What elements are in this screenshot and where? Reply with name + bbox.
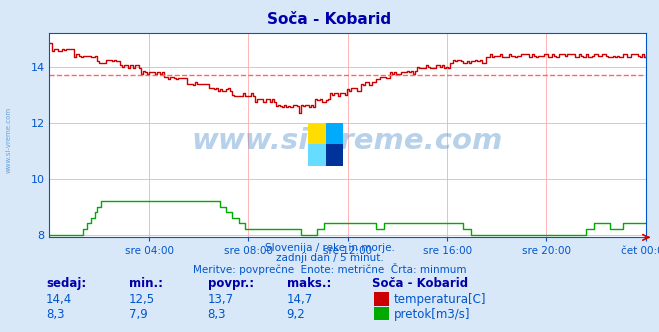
- Text: 14,4: 14,4: [46, 293, 72, 306]
- Bar: [308, 144, 326, 166]
- Text: Soča - Kobarid: Soča - Kobarid: [268, 12, 391, 27]
- Text: Slovenija / reke in morje.: Slovenija / reke in morje.: [264, 243, 395, 253]
- Text: 7,9: 7,9: [129, 308, 147, 321]
- Text: zadnji dan / 5 minut.: zadnji dan / 5 minut.: [275, 253, 384, 263]
- Bar: [374, 292, 389, 306]
- Text: www.si-vreme.com: www.si-vreme.com: [5, 106, 12, 173]
- Text: www.si-vreme.com: www.si-vreme.com: [192, 127, 503, 155]
- Text: pretok[m3/s]: pretok[m3/s]: [393, 308, 470, 321]
- Text: sedaj:: sedaj:: [46, 277, 86, 290]
- Bar: [374, 307, 389, 320]
- Text: 12,5: 12,5: [129, 293, 155, 306]
- Text: 8,3: 8,3: [46, 308, 65, 321]
- Text: 8,3: 8,3: [208, 308, 226, 321]
- Text: min.:: min.:: [129, 277, 163, 290]
- Text: 9,2: 9,2: [287, 308, 305, 321]
- Text: Soča - Kobarid: Soča - Kobarid: [372, 277, 469, 290]
- Bar: [308, 123, 326, 144]
- Text: povpr.:: povpr.:: [208, 277, 254, 290]
- Text: temperatura[C]: temperatura[C]: [393, 293, 486, 306]
- Text: 14,7: 14,7: [287, 293, 313, 306]
- Text: 13,7: 13,7: [208, 293, 234, 306]
- Bar: [326, 144, 343, 166]
- Bar: [326, 123, 343, 144]
- Text: Meritve: povprečne  Enote: metrične  Črta: minmum: Meritve: povprečne Enote: metrične Črta:…: [192, 263, 467, 275]
- Text: maks.:: maks.:: [287, 277, 331, 290]
